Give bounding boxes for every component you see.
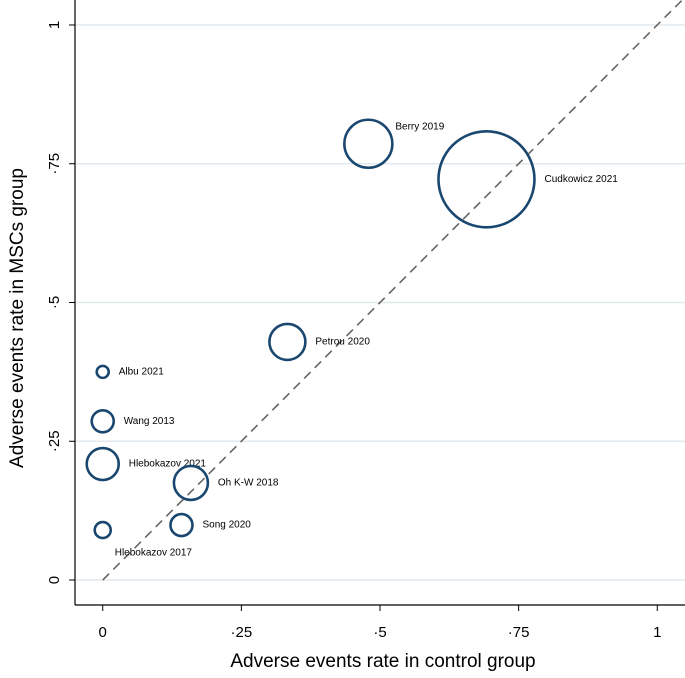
x-axis-title: Adverse events rate in control group <box>230 651 535 672</box>
bubble <box>93 520 113 540</box>
bubble <box>85 446 121 482</box>
x-tick-label: ·75 <box>508 624 530 641</box>
point-label: Hlebokazov 2017 <box>115 548 193 559</box>
bubble <box>172 464 210 502</box>
y-tick-label: ·75 <box>46 153 63 175</box>
bubble <box>95 364 111 380</box>
point-label: Petrou 2020 <box>315 337 370 348</box>
point-label: Berry 2019 <box>395 121 444 132</box>
x-tick-label: 0 <box>99 624 107 641</box>
point-label: Hlebokazov 2021 <box>129 459 207 470</box>
y-axis-title: Adverse events rate in MSCs group <box>7 168 28 468</box>
bubble <box>169 512 194 538</box>
y-tick-label: ·5 <box>46 296 63 309</box>
x-tick-label: ·25 <box>231 624 253 641</box>
point-label: Albu 2021 <box>119 367 164 378</box>
bubble <box>437 129 536 229</box>
reference-line <box>102 0 683 581</box>
bubble <box>90 408 116 434</box>
x-tick-label: ·5 <box>373 624 386 641</box>
bubble <box>268 322 307 362</box>
point-label: Oh K-W 2018 <box>218 478 279 489</box>
point-label: Wang 2013 <box>124 416 175 427</box>
y-tick-label: ·25 <box>46 430 63 452</box>
bubble <box>343 118 394 170</box>
y-tick-label: 1 <box>46 21 63 29</box>
point-label: Song 2020 <box>202 520 251 531</box>
point-label: Cudkowicz 2021 <box>544 174 618 185</box>
x-tick-label: 1 <box>653 624 661 641</box>
y-tick-label: 0 <box>46 576 63 584</box>
